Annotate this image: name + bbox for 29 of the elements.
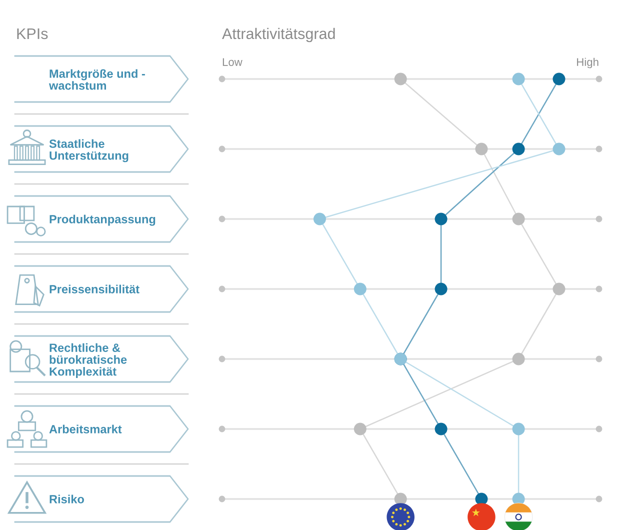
y-tick-label: Rechtliche & bürokratische Komplexität (50, 343, 127, 378)
text: High (577, 58, 598, 68)
point (552, 72, 566, 86)
point (434, 282, 448, 296)
point (552, 142, 566, 156)
point (475, 492, 488, 506)
y-axis-title: KPIs (17, 28, 48, 40)
point (354, 422, 366, 436)
annotation: Low (222, 58, 242, 66)
point (354, 282, 366, 296)
point (394, 72, 407, 86)
point (512, 352, 525, 366)
point (512, 142, 525, 156)
point (394, 492, 407, 506)
y-tick-label: Staatliche Unterstützung (49, 139, 128, 162)
y-tick-label: Produktanpassung (50, 214, 156, 226)
point (512, 212, 525, 226)
y-tick-label: Risiko (50, 494, 84, 504)
point (512, 422, 525, 436)
y-tick-label: Preissensibilität (50, 284, 140, 294)
point (552, 282, 566, 296)
point (475, 142, 488, 156)
point (434, 422, 448, 436)
point (434, 212, 448, 226)
x-axis-title: Attraktivitätsgrad (222, 28, 335, 42)
y-tick-label: Marktgröße und - wachstum (48, 69, 145, 90)
point (313, 212, 326, 226)
y-tick-label: Arbeitsmarkt (49, 424, 122, 434)
point (512, 72, 525, 86)
